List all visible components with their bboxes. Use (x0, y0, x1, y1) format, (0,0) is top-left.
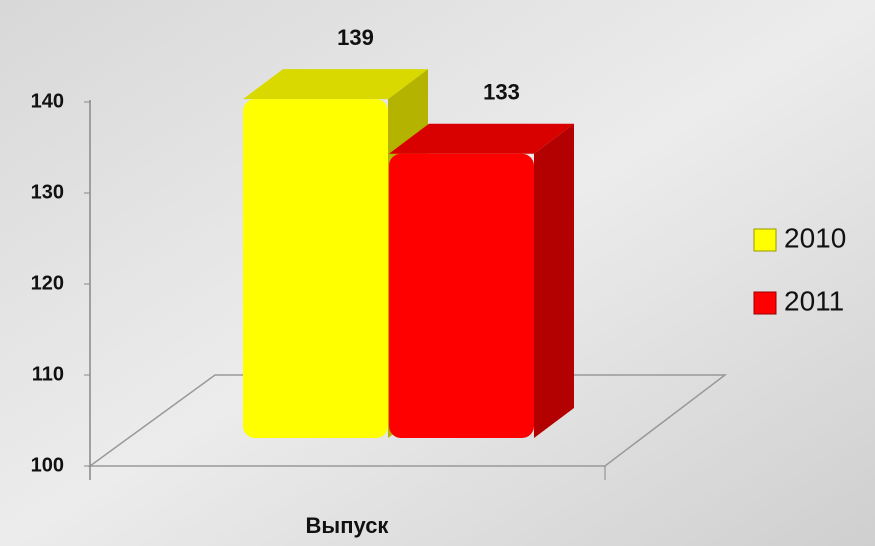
y-tick-label: 140 (31, 90, 64, 112)
legend-marker (754, 229, 776, 251)
bar (389, 124, 574, 438)
legend-marker (754, 292, 776, 314)
y-tick-label: 130 (31, 181, 64, 203)
value-label: 139 (337, 25, 374, 50)
category-label: Выпуск (306, 513, 390, 538)
legend-label: 2011 (784, 285, 844, 316)
legend-label: 2010 (784, 222, 846, 253)
chart: 100 110 120 130 140 139 133 Выпуск 2010 2011 (0, 0, 875, 546)
y-tick-label: 120 (31, 272, 64, 294)
y-tick-label: 100 (31, 454, 64, 476)
y-tick-label: 110 (32, 363, 64, 385)
value-label: 133 (483, 80, 520, 105)
